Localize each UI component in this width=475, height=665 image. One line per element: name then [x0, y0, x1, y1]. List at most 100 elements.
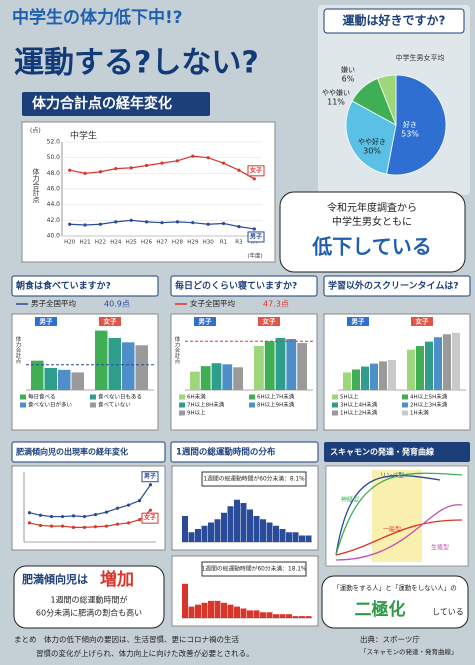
histogram-bar — [234, 606, 240, 618]
y-tick-label: 48.0 — [47, 170, 61, 177]
point — [114, 167, 118, 171]
bar — [275, 337, 286, 390]
histogram-bar — [234, 499, 240, 542]
histogram-bar — [188, 532, 195, 542]
point — [71, 525, 76, 529]
section-title: 肥満傾向児の出現率の経年変化 — [16, 447, 128, 457]
bar — [58, 369, 71, 390]
histogram-bar — [182, 583, 188, 618]
legend-text: 毎日食べる — [28, 393, 56, 401]
legend-text: 食べていない — [98, 401, 131, 409]
point — [83, 171, 87, 175]
point — [38, 513, 43, 517]
bar — [95, 330, 108, 390]
legend-swatch — [20, 394, 26, 400]
pie-title-box — [323, 8, 465, 34]
series-label: 男子 — [39, 318, 54, 326]
point — [221, 161, 226, 165]
slice-value: 11% — [327, 98, 345, 107]
point — [137, 518, 142, 522]
y-tick-label: 46.0 — [47, 186, 61, 193]
series-label-box — [194, 317, 216, 326]
point — [60, 524, 65, 528]
y-tick-label: 50.0 — [47, 154, 61, 161]
x-tick-label: R3 — [235, 240, 243, 246]
x-tick-label: H22 — [95, 240, 106, 246]
legend-text: 2H以上3H未満 — [410, 401, 448, 409]
legend-swatch — [20, 402, 26, 408]
slice-label: やや好き — [358, 137, 386, 146]
annotation: 1週間の総運動時間が60分未満：8.1% — [203, 475, 305, 483]
histogram-bar — [240, 503, 247, 542]
histogram-bar — [247, 610, 253, 618]
section-title: 朝食は食べていますか? — [16, 280, 111, 292]
bar — [286, 339, 297, 390]
y-label: 体力合計点 — [15, 335, 22, 365]
point — [206, 156, 210, 160]
histogram-bar — [273, 525, 279, 542]
scammon-diagram — [325, 465, 469, 567]
bar — [388, 359, 396, 390]
histogram-bar — [253, 516, 260, 542]
callout-text: している — [432, 608, 464, 617]
slice-label: やや嫌い — [322, 88, 350, 97]
callout-text: 中学生男女ともに — [332, 215, 412, 228]
legend-swatch — [402, 402, 408, 408]
point — [148, 483, 153, 487]
annotation: 中学生 — [70, 130, 97, 142]
x-tick-label: H29 — [187, 240, 199, 246]
point — [115, 522, 120, 526]
annotation-box — [201, 471, 307, 487]
pie-slice — [345, 100, 397, 175]
section-title-box — [170, 275, 318, 297]
legend-text: 女子全国平均 — [190, 298, 235, 308]
legend-swatch — [90, 402, 96, 408]
series-label: 女子 — [263, 317, 277, 326]
histogram-bar — [266, 522, 273, 542]
curve-label: リンパ型 — [380, 472, 404, 480]
histogram-bar — [195, 604, 201, 618]
legend-text: 食べない日が多い — [28, 401, 73, 409]
histogram-bar — [299, 535, 305, 542]
legend-swatch — [332, 394, 338, 400]
section-title: 1週間の総運動時間の分布 — [176, 447, 276, 458]
legend-swatch — [179, 410, 185, 416]
callout-text: 60分未満に肥満の割合も高い — [36, 608, 142, 618]
series-label-box — [347, 317, 369, 326]
bar — [135, 345, 148, 390]
point — [114, 220, 118, 224]
series-label: 女子 — [250, 166, 262, 174]
point — [191, 154, 195, 158]
point — [115, 506, 120, 510]
pie-title: 運動は好きですか? — [343, 13, 446, 28]
source-text: 「スキャモンの発達・発育曲線」 — [360, 647, 458, 656]
pie-subtitle: 中学生男女平均 — [396, 53, 445, 62]
x-tick-label: R4 — [251, 240, 259, 246]
section-title-box — [11, 275, 159, 297]
series-label-box — [247, 231, 265, 243]
legend-text: 8H以上9H未満 — [257, 401, 295, 409]
legend-swatch — [402, 410, 408, 416]
legend-text: 5H以上 — [340, 393, 359, 401]
series-label-box — [141, 471, 159, 483]
callout — [321, 575, 469, 629]
point — [93, 525, 98, 529]
series-label: 男子 — [198, 318, 213, 326]
bar — [443, 334, 451, 390]
point — [104, 524, 109, 528]
point — [93, 513, 98, 517]
y-unit: (点) — [30, 127, 41, 135]
legend-text: 4H以上5H未満 — [410, 393, 448, 401]
point — [27, 521, 32, 525]
y-tick-label: 44.0 — [47, 201, 61, 208]
legend-swatch — [402, 394, 408, 400]
series-label-box — [247, 165, 265, 177]
histogram-bar — [305, 616, 312, 618]
callout — [13, 565, 165, 629]
series-line — [29, 509, 151, 528]
bar — [122, 342, 135, 390]
point — [82, 514, 87, 519]
bar — [370, 363, 378, 390]
x-tick-label: R1 — [220, 240, 227, 246]
